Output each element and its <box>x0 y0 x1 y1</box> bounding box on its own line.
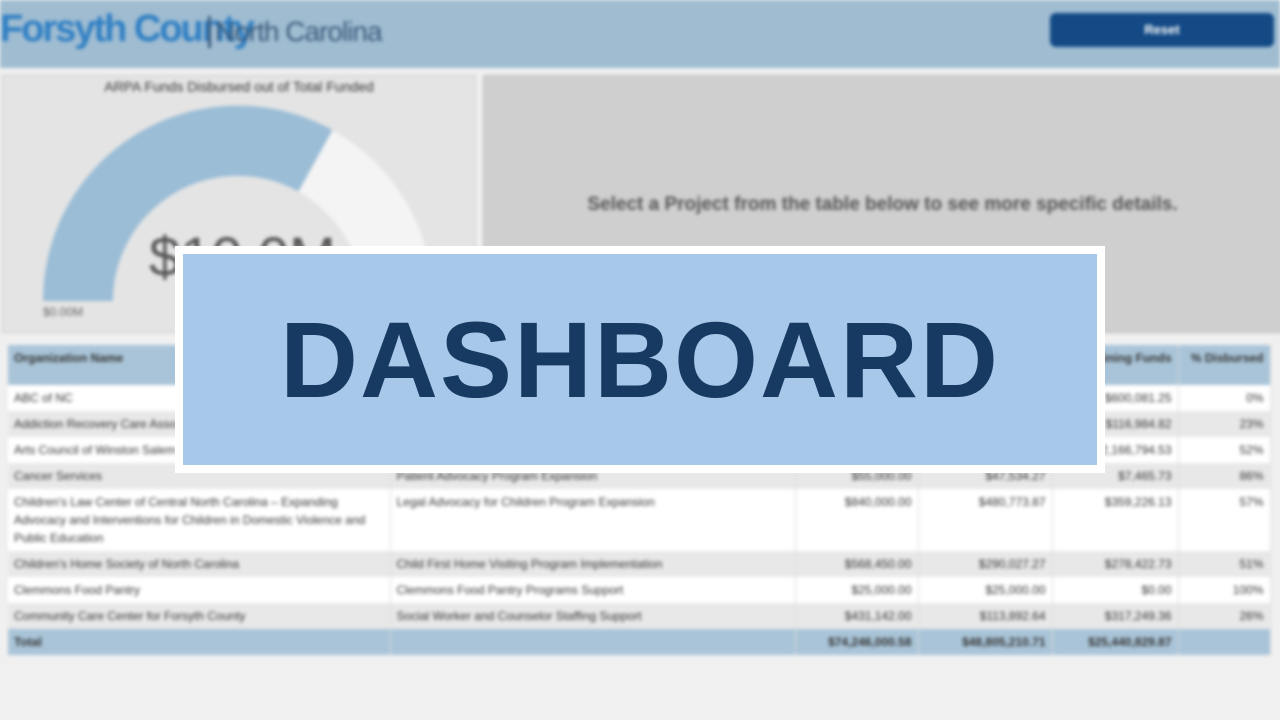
details-message: Select a Project from the table below to… <box>587 194 1178 215</box>
total-cell: Total <box>8 629 391 655</box>
table-cell: $113,892.64 <box>918 603 1053 629</box>
table-cell: Clemmons Food Pantry Programs Support <box>390 577 796 603</box>
table-cell: $25,000.00 <box>795 577 919 603</box>
table-cell: $278,422.73 <box>1052 551 1179 577</box>
total-cell <box>1178 629 1271 655</box>
table-cell: Children's Home Society of North Carolin… <box>8 551 391 577</box>
table-cell: Child First Home Visiting Program Implem… <box>390 551 796 577</box>
table-cell: $25,000.00 <box>918 577 1053 603</box>
header-cell: % Disbursed <box>1178 345 1271 385</box>
table-row[interactable]: Children's Law Center of Central North C… <box>8 489 1271 551</box>
table-cell: $840,000.00 <box>795 489 919 551</box>
table-cell: $290,027.27 <box>918 551 1053 577</box>
gauge-fill <box>42 105 333 301</box>
table-row[interactable]: Community Care Center for Forsyth County… <box>8 603 1271 629</box>
table-cell: Legal Advocacy for Children Program Expa… <box>390 489 796 551</box>
header: Forsyth County North Carolina Reset <box>0 0 1280 68</box>
table-cell: $431,142.00 <box>795 603 919 629</box>
table-cell: 0% <box>1178 385 1271 411</box>
gauge-min: $0.00M <box>43 305 83 319</box>
table-cell: 51% <box>1178 551 1271 577</box>
table-cell: Clemmons Food Pantry <box>8 577 391 603</box>
table-cell: 52% <box>1178 437 1271 463</box>
table-row[interactable]: Children's Home Society of North Carolin… <box>8 551 1271 577</box>
table-cell: $317,249.36 <box>1052 603 1179 629</box>
table-cell: $568,450.00 <box>795 551 919 577</box>
table-cell: 86% <box>1178 463 1271 489</box>
brand-subtitle: North Carolina <box>208 16 383 48</box>
total-cell <box>390 629 796 655</box>
total-cell: $25,440,829.87 <box>1052 629 1179 655</box>
table-cell: $0.00 <box>1052 577 1179 603</box>
table-cell: 57% <box>1178 489 1271 551</box>
gauge-title: ARPA Funds Disbursed out of Total Funded <box>104 79 374 95</box>
overlay-banner: DASHBOARD <box>175 246 1105 473</box>
brand-title: Forsyth County <box>0 8 255 50</box>
table-cell: Community Care Center for Forsyth County <box>8 603 391 629</box>
table-cell: $359,226.13 <box>1052 489 1179 551</box>
table-cell: Social Worker and Counselor Staffing Sup… <box>390 603 796 629</box>
table-cell: 26% <box>1178 603 1271 629</box>
total-cell: $48,805,210.71 <box>918 629 1053 655</box>
table-cell: Children's Law Center of Central North C… <box>8 489 391 551</box>
table-cell: 100% <box>1178 577 1271 603</box>
table-cell: $480,773.87 <box>918 489 1053 551</box>
table-cell: 23% <box>1178 411 1271 437</box>
total-cell: $74,246,000.58 <box>795 629 919 655</box>
table-row[interactable]: Clemmons Food Pantry Clemmons Food Pantry… <box>8 577 1271 603</box>
total-row: Total $74,246,000.58 $48,805,210.71 $25,440… <box>8 629 1271 655</box>
reset-button[interactable]: Reset <box>1050 13 1274 47</box>
